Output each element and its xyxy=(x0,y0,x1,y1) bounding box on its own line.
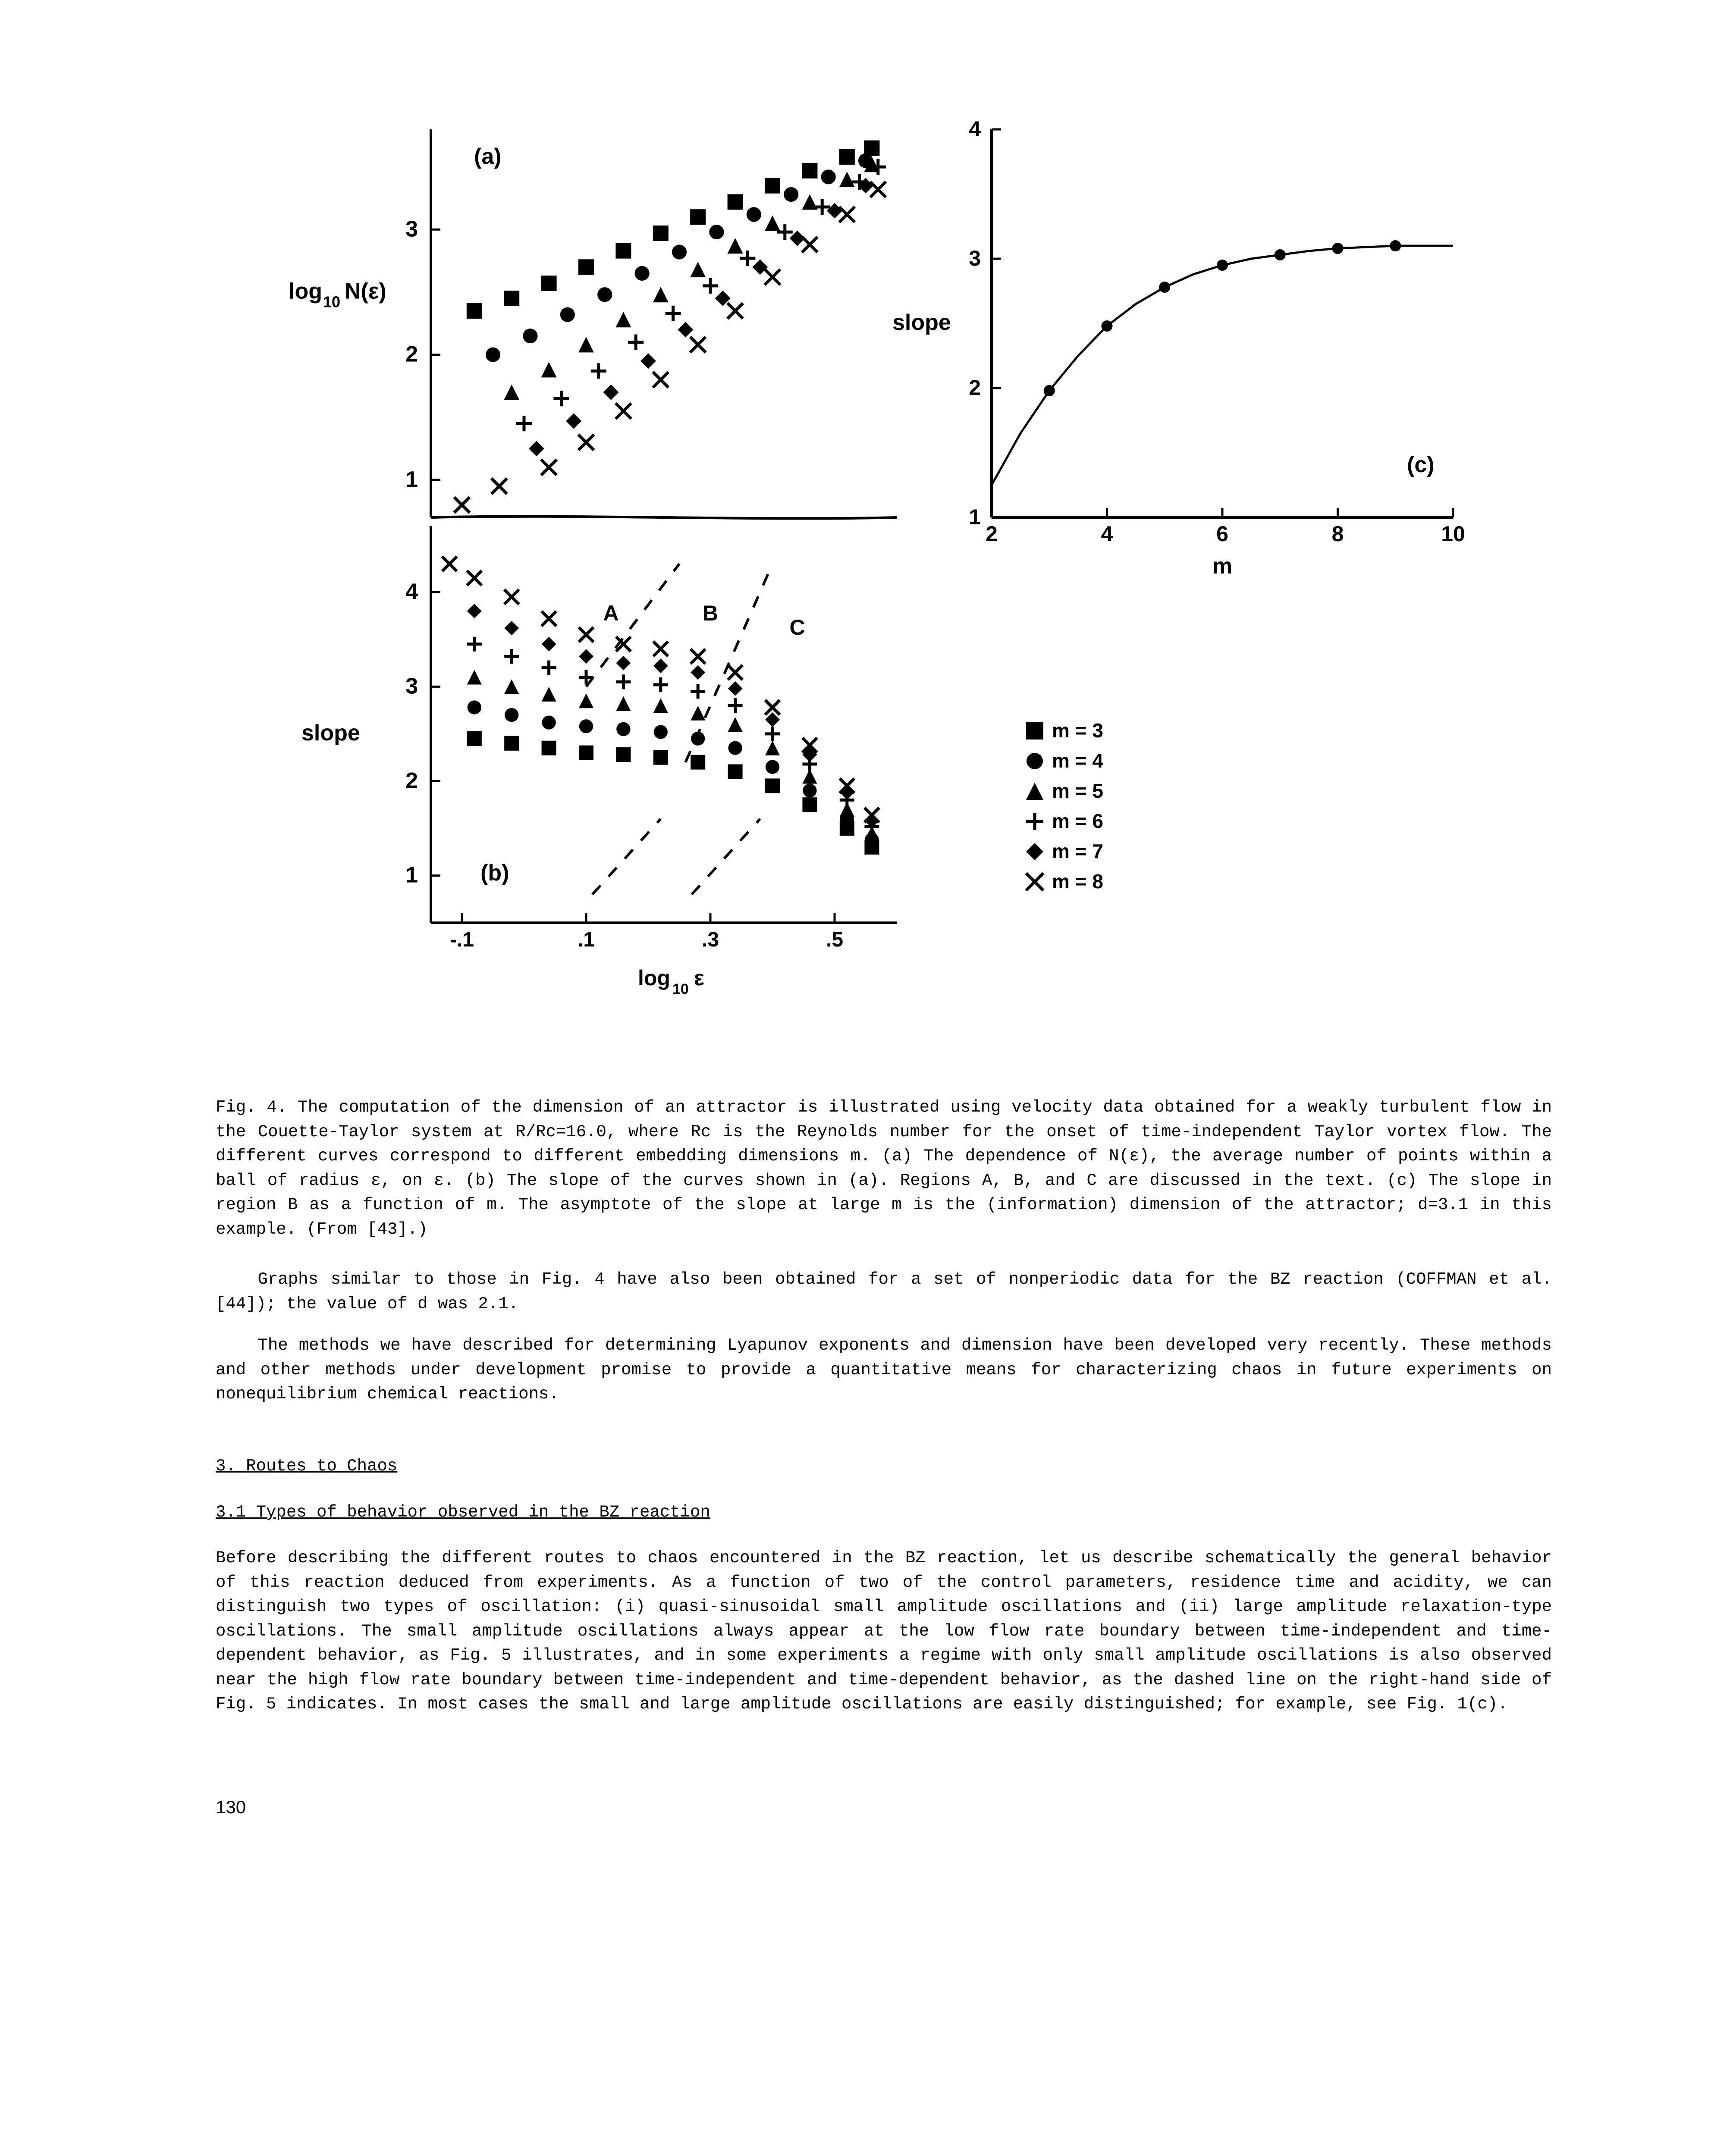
svg-text:.1: .1 xyxy=(578,928,595,951)
svg-text:8: 8 xyxy=(1332,522,1344,546)
svg-text:10: 10 xyxy=(1441,522,1465,546)
section-3-1-heading: 3.1 Types of behavior observed in the BZ… xyxy=(216,1500,1552,1525)
svg-text:m = 4: m = 4 xyxy=(1052,749,1103,772)
section-3-heading: 3. Routes to Chaos xyxy=(216,1454,1552,1479)
svg-text:N(ε): N(ε) xyxy=(345,279,386,304)
svg-text:3: 3 xyxy=(405,674,418,699)
svg-text:ε: ε xyxy=(694,966,704,990)
paragraph-1: Graphs similar to those in Fig. 4 have a… xyxy=(216,1267,1552,1316)
svg-text:1: 1 xyxy=(969,505,981,529)
svg-text:A: A xyxy=(603,601,619,625)
svg-text:m = 5: m = 5 xyxy=(1052,780,1103,802)
svg-text:2: 2 xyxy=(405,768,418,793)
svg-text:m = 6: m = 6 xyxy=(1052,810,1103,832)
svg-text:.5: .5 xyxy=(826,928,843,951)
svg-text:m = 7: m = 7 xyxy=(1052,840,1103,862)
svg-text:m = 8: m = 8 xyxy=(1052,870,1103,893)
figure-4: 123log10N(ε)(a)1234-.1.1.3.5slopelog10ε(… xyxy=(190,112,1552,1061)
svg-text:slope: slope xyxy=(892,310,951,335)
svg-text:2: 2 xyxy=(986,522,998,546)
svg-text:4: 4 xyxy=(1101,522,1113,546)
svg-text:m: m xyxy=(1212,554,1232,579)
page-number: 130 xyxy=(216,1794,1552,1821)
svg-text:4: 4 xyxy=(969,117,981,141)
svg-text:(a): (a) xyxy=(474,144,502,169)
svg-text:slope: slope xyxy=(301,721,360,746)
svg-text:10: 10 xyxy=(323,293,340,310)
svg-text:.3: .3 xyxy=(702,928,719,951)
svg-text:log: log xyxy=(289,279,322,304)
svg-text:B: B xyxy=(703,601,718,625)
svg-text:3: 3 xyxy=(969,246,981,270)
svg-text:-.1: -.1 xyxy=(450,928,474,951)
svg-text:2: 2 xyxy=(405,342,418,367)
svg-text:(b): (b) xyxy=(480,860,509,885)
svg-text:log: log xyxy=(638,966,670,990)
figure-4-caption: Fig. 4. The computation of the dimension… xyxy=(216,1095,1552,1241)
paragraph-2: The methods we have described for determ… xyxy=(216,1333,1552,1407)
figure-4-svg: 123log10N(ε)(a)1234-.1.1.3.5slopelog10ε(… xyxy=(245,112,1496,1061)
svg-text:1: 1 xyxy=(405,467,418,492)
svg-text:10: 10 xyxy=(672,981,689,997)
svg-text:C: C xyxy=(790,615,805,639)
paragraph-3: Before describing the different routes t… xyxy=(216,1546,1552,1717)
svg-text:2: 2 xyxy=(969,376,981,400)
svg-text:1: 1 xyxy=(405,862,418,887)
svg-text:4: 4 xyxy=(405,579,418,604)
svg-text:3: 3 xyxy=(405,216,418,241)
svg-text:m = 3: m = 3 xyxy=(1052,719,1103,742)
svg-text:6: 6 xyxy=(1216,522,1228,546)
svg-text:(c): (c) xyxy=(1407,452,1435,477)
